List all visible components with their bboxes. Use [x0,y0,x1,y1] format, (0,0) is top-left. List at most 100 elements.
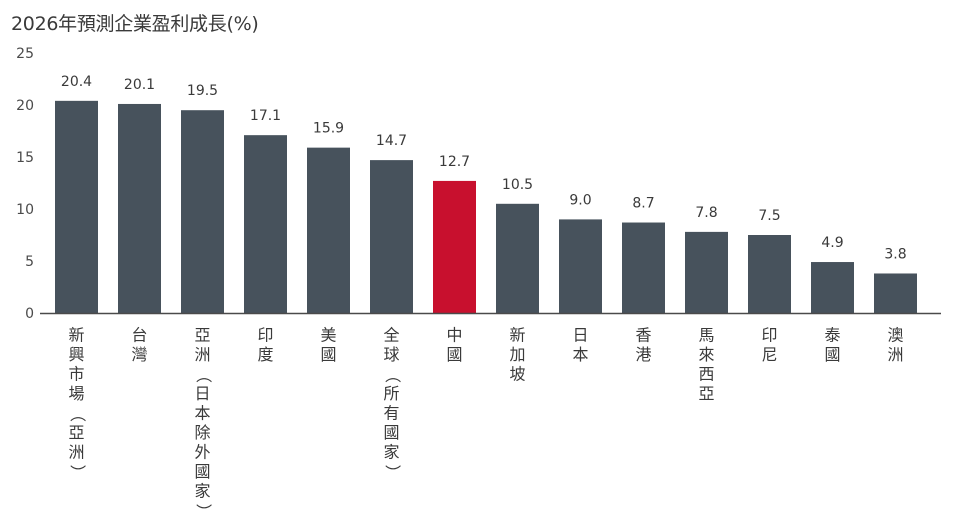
value-label: 3.8 [884,246,906,262]
bar [748,235,791,313]
svg-text:市: 市 [68,365,84,384]
value-labels: 20.4 20.1 19.5 17.1 15.9 14.7 12.7 10.5 9.0 8.7 7.… [61,74,907,263]
y-tick-label: 5 [25,254,34,270]
svg-text:新: 新 [68,326,84,345]
category-label: 中國 [446,326,462,365]
svg-text:美: 美 [320,326,336,345]
bar [307,147,350,313]
category-label: 台灣 [131,326,147,365]
svg-text:）: ） [383,464,402,480]
svg-text:來: 來 [698,345,714,364]
value-label: 19.5 [187,83,218,99]
svg-text:洲: 洲 [68,443,84,462]
y-axis: 0 5 10 15 20 25 [16,46,34,322]
svg-text:場: 場 [68,384,84,403]
svg-text:國: 國 [824,345,840,364]
svg-text:）: ） [194,503,213,512]
bar [181,110,224,313]
svg-text:國: 國 [320,345,336,364]
category-label: 美國 [320,326,336,365]
bar [559,219,602,313]
value-label: 10.5 [502,177,533,193]
bar [685,231,728,313]
value-label: 12.7 [439,154,470,170]
y-tick-label: 0 [25,306,34,322]
svg-text:泰: 泰 [824,326,840,345]
category-label: 印尼 [761,326,777,365]
svg-text:洲: 洲 [887,345,903,364]
value-label: 9.0 [569,192,591,208]
svg-text:亞: 亞 [698,384,714,403]
y-tick-label: 15 [16,150,34,166]
category-label: 泰國 [824,326,840,365]
category-label: 澳洲 [887,326,903,365]
svg-text:亞: 亞 [68,423,84,442]
bar [118,103,161,314]
value-label: 14.7 [376,133,407,149]
svg-text:全: 全 [383,326,399,345]
category-label: 新加坡 [509,326,525,384]
value-label: 7.5 [758,208,780,224]
svg-text:中: 中 [446,326,462,345]
svg-text:本: 本 [572,345,588,364]
value-label: 15.9 [313,121,344,137]
category-labels: 新興市場（亞洲）台灣亞洲（日本除外國家）印度美國全球（所有國家）中國新加坡日本香… [68,326,904,512]
bar [811,262,854,313]
svg-text:印: 印 [761,326,777,345]
svg-text:國: 國 [446,345,462,364]
svg-text:港: 港 [635,345,651,364]
svg-text:香: 香 [635,326,651,345]
category-label: 香港 [635,326,651,365]
svg-text:所: 所 [383,384,399,403]
value-label: 20.4 [61,74,92,90]
y-tick-label: 10 [16,202,34,218]
svg-text:國: 國 [194,462,210,481]
bars [55,100,917,314]
value-label: 8.7 [632,196,654,212]
svg-text:（: （ [68,406,87,422]
svg-text:日: 日 [194,384,210,403]
svg-text:西: 西 [698,365,714,384]
svg-text:家: 家 [194,482,210,501]
svg-text:日: 日 [572,326,588,345]
svg-text:除: 除 [194,423,210,442]
svg-text:球: 球 [383,345,399,364]
svg-text:度: 度 [257,345,273,364]
y-tick-label: 20 [16,98,34,114]
svg-text:澳: 澳 [887,326,903,345]
value-label: 20.1 [124,77,155,93]
svg-text:洲: 洲 [194,345,210,364]
svg-text:家: 家 [383,443,399,462]
svg-text:）: ） [68,464,87,480]
svg-text:亞: 亞 [194,326,210,345]
value-label: 4.9 [821,235,843,251]
svg-text:馬: 馬 [698,326,714,345]
svg-text:尼: 尼 [761,345,777,364]
svg-text:（: （ [194,367,213,383]
svg-text:國: 國 [383,423,399,442]
svg-text:灣: 灣 [131,345,147,364]
category-label: 印度 [257,326,273,365]
svg-text:興: 興 [68,345,84,364]
svg-text:外: 外 [194,443,210,462]
bar [622,222,665,313]
y-tick-label: 25 [16,46,34,62]
svg-text:坡: 坡 [509,365,525,384]
bar [496,203,539,313]
bar [370,160,413,313]
svg-text:加: 加 [509,345,525,364]
chart-title: 2026年預測企業盈利成長(%) [11,13,259,35]
value-label: 17.1 [250,108,281,124]
svg-text:新: 新 [509,326,525,345]
value-label: 7.8 [695,205,717,221]
svg-text:印: 印 [257,326,273,345]
bar [874,273,917,313]
svg-text:台: 台 [131,326,147,345]
category-label: 日本 [572,326,588,365]
svg-text:有: 有 [383,404,399,423]
